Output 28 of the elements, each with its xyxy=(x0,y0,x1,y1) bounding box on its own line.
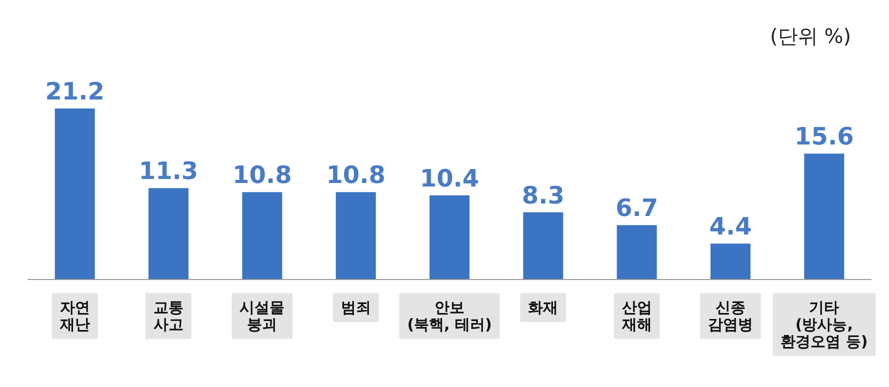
bar xyxy=(523,212,564,279)
bar xyxy=(430,195,470,279)
data-label: 10.8 xyxy=(326,161,386,190)
bar xyxy=(616,225,657,279)
x-tick-label: 자연 재난 xyxy=(58,298,90,334)
text: (단위 %) xyxy=(770,24,851,48)
x-tick-label: 산업 재해 xyxy=(620,298,652,334)
bar xyxy=(710,244,750,279)
data-label: 15.6 xyxy=(794,122,854,151)
x-tick-label: 시설물 붕괴 xyxy=(240,298,285,334)
data-label: 10.4 xyxy=(420,164,480,192)
x-tick-label: 교통 사고 xyxy=(154,298,184,334)
bar xyxy=(148,188,188,279)
bar xyxy=(804,154,844,279)
x-tick-label: 안보 (북핵, 테러) xyxy=(407,298,492,334)
x-tick-label: 범죄 xyxy=(340,298,371,316)
bar xyxy=(242,192,282,279)
bar xyxy=(336,192,376,279)
data-label: 6.7 xyxy=(616,194,658,222)
data-label: 21.2 xyxy=(45,78,104,106)
data-label: 10.8 xyxy=(232,161,292,190)
x-tick-label: 화재 xyxy=(528,298,558,316)
x-tick-label: 신종 감염병 xyxy=(708,298,753,334)
data-label: 8.3 xyxy=(522,181,564,210)
bar xyxy=(54,108,95,279)
data-label: 11.3 xyxy=(138,157,198,186)
data-label: 4.4 xyxy=(709,212,752,241)
x-tick-label: 기타 (방사능, 환경오염 등) xyxy=(780,298,868,350)
